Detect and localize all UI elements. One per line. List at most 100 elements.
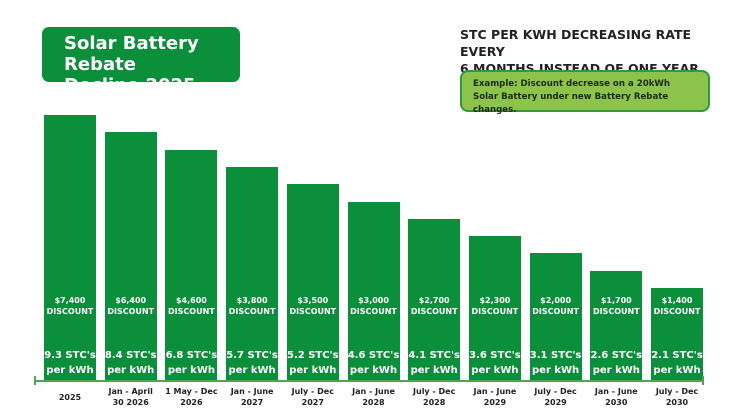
- discount-label: $2,000 DISCOUNT: [530, 295, 582, 317]
- stc-unit: per kWh: [289, 364, 337, 376]
- x-tick-label: Jan - June 2028: [339, 386, 409, 408]
- stc-unit: per kWh: [107, 364, 155, 376]
- x-tick-line: 2030: [605, 398, 628, 407]
- x-tick-line: 30 2026: [112, 398, 149, 407]
- discount-word: DISCOUNT: [228, 306, 276, 316]
- stc-label: 2.1 STC's per kWh: [651, 348, 703, 378]
- x-tick-line: July - Dec: [534, 387, 577, 396]
- x-tick-line: 2026: [180, 398, 203, 407]
- stc-value: 3.6 STC's: [469, 349, 521, 361]
- x-tick-label: 2025: [35, 392, 105, 403]
- discount-word: DISCOUNT: [410, 306, 458, 316]
- x-tick-line: Jan - June: [352, 387, 395, 396]
- stc-label: 6.8 STC's per kWh: [165, 348, 218, 378]
- stc-value: 2.6 STC's: [590, 349, 643, 361]
- x-tick-line: Jan - April: [108, 387, 153, 396]
- title-line-1: Solar Battery Rebate: [64, 33, 199, 75]
- discount-word: DISCOUNT: [107, 306, 155, 316]
- stc-value: 4.1 STC's: [408, 349, 460, 361]
- stc-label: 3.1 STC's per kWh: [530, 348, 582, 378]
- x-tick-label: Jan - April 30 2026: [96, 386, 166, 408]
- discount-word: DISCOUNT: [471, 306, 519, 316]
- stc-unit: per kWh: [46, 365, 94, 376]
- stc-label: 5.7 STC's per kWh: [226, 348, 278, 378]
- title-line-2: Decline 2025-2030: [64, 75, 204, 117]
- x-tick-line: July - Dec: [413, 387, 456, 396]
- bar: $2,300 DISCOUNT 3.6 STC's per kWh: [468, 236, 521, 380]
- discount-amount: $2,700: [418, 295, 450, 305]
- discount-word: DISCOUNT: [532, 306, 579, 316]
- stc-unit: per kWh: [532, 364, 580, 376]
- stc-value: 5.7 STC's: [226, 349, 278, 361]
- discount-label: $2,300 DISCOUNT: [469, 295, 521, 317]
- discount-label: $2,700 DISCOUNT: [408, 295, 460, 317]
- x-tick-line: 2028: [362, 398, 385, 407]
- stc-unit: per kWh: [471, 364, 519, 376]
- stc-label: 4.1 STC's per kWh: [408, 348, 460, 378]
- discount-label: $3,800 DISCOUNT: [226, 295, 278, 317]
- x-tick-line: Jan - June: [230, 387, 274, 396]
- bar: $4,600 DISCOUNT 6.8 STC's per kWh: [165, 149, 218, 380]
- discount-label: $3,500 DISCOUNT: [287, 295, 339, 317]
- stc-value: 9.3 STC's: [44, 350, 96, 361]
- x-axis-start-tick: [34, 376, 36, 385]
- stc-value: 4.6 STC's: [347, 350, 400, 361]
- bar: $1,400 DISCOUNT 2.1 STC's per kWh: [651, 288, 703, 380]
- discount-amount: $1,400: [661, 296, 693, 305]
- x-tick-line: Jan - June: [594, 387, 638, 396]
- discount-word: DISCOUNT: [350, 307, 397, 316]
- x-tick-line: July - Dec: [655, 387, 699, 396]
- discount-amount: $1,700: [600, 295, 632, 305]
- x-axis-end-tick: [702, 376, 704, 385]
- discount-word: DISCOUNT: [653, 307, 701, 316]
- stc-label: 3.6 STC's per kWh: [469, 348, 521, 378]
- x-tick-label: Jan - June 2027: [217, 386, 287, 408]
- x-tick-line: 2028: [423, 398, 446, 407]
- discount-word: DISCOUNT: [289, 306, 337, 316]
- discount-label: $6,400 DISCOUNT: [105, 295, 157, 317]
- discount-amount: $3,500: [297, 295, 329, 305]
- x-tick-line: 2027: [240, 398, 264, 407]
- bar: $7,400 DISCOUNT 9.3 STC's per kWh: [44, 115, 96, 380]
- stc-value: 8.4 STC's: [104, 349, 157, 361]
- bar: $6,400 DISCOUNT 8.4 STC's per kWh: [104, 132, 157, 380]
- stc-label: 2.6 STC's per kWh: [590, 348, 643, 378]
- stc-value: 5.2 STC's: [287, 349, 339, 361]
- headline-line-1: STC PER KWH DECREASING RATE EVERY: [460, 27, 692, 59]
- x-tick-label: 1 May - Dec 2026: [156, 386, 226, 408]
- discount-label: $4,600 DISCOUNT: [165, 295, 217, 317]
- discount-amount: $6,400: [115, 295, 147, 305]
- x-tick-label: July - Dec 2027: [278, 386, 348, 408]
- stc-value: 3.1 STC's: [529, 349, 582, 361]
- x-tick-line: 2027: [301, 398, 324, 407]
- example-line-2: Solar Battery under new Battery Rebate c…: [473, 92, 669, 115]
- bar: $3,000 DISCOUNT 4.6 STC's per kWh: [347, 201, 400, 380]
- x-tick-label: July - Dec 2029: [521, 386, 591, 408]
- discount-amount: $2,000: [540, 295, 572, 305]
- discount-amount: $3,800: [236, 295, 268, 305]
- stc-unit: per kWh: [592, 364, 640, 376]
- stc-unit: per kWh: [653, 365, 701, 376]
- stc-unit: per kWh: [349, 365, 398, 376]
- x-tick-line: 2029: [544, 398, 567, 407]
- stc-unit: per kWh: [410, 364, 458, 376]
- x-tick-line: Jan - June: [473, 387, 517, 396]
- x-tick-line: 2025: [58, 393, 82, 402]
- example-line-1: Example: Discount decrease on a 20kWh: [473, 79, 671, 89]
- discount-amount: $4,600: [175, 295, 207, 305]
- x-tick-line: 2030: [665, 398, 689, 407]
- stc-unit: per kWh: [167, 364, 215, 376]
- discount-label: $1,700 DISCOUNT: [590, 295, 642, 317]
- stc-label: 9.3 STC's per kWh: [44, 348, 96, 378]
- discount-amount: $2,300: [479, 295, 511, 305]
- chart-title: Solar Battery Rebate Decline 2025-2030: [42, 27, 240, 117]
- stc-value: 6.8 STC's: [165, 349, 218, 361]
- x-tick-line: 1 May - Dec: [165, 387, 218, 396]
- bar: $2,000 DISCOUNT 3.1 STC's per kWh: [529, 253, 582, 380]
- discount-amount: $7,400: [54, 296, 86, 305]
- bar: $3,500 DISCOUNT 5.2 STC's per kWh: [286, 184, 339, 380]
- x-tick-line: July - Dec: [291, 387, 334, 396]
- stc-value: 2.1 STC's: [651, 350, 703, 361]
- x-tick-label: July - Dec 2028: [399, 386, 469, 408]
- stc-unit: per kWh: [228, 364, 276, 376]
